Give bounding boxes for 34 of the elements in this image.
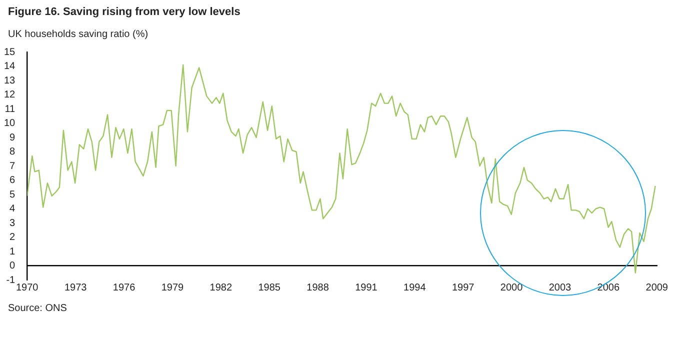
y-tick-label: 0: [10, 260, 16, 272]
source-note: Source: ONS: [8, 303, 67, 314]
y-tick-label: 14: [4, 61, 16, 72]
y-tick-label: 2: [10, 232, 16, 243]
x-tick-label: 1985: [258, 282, 281, 294]
x-tick-label: 1994: [404, 282, 426, 294]
y-tick-label: 3: [10, 218, 16, 229]
x-tick-label: 2000: [500, 282, 524, 294]
x-tick-label: 1970: [16, 282, 39, 294]
y-tick-label: 12: [4, 90, 16, 100]
y-tick-label: 15: [4, 46, 16, 58]
x-tick-label: 2003: [548, 282, 572, 294]
y-tick-label: -1: [6, 274, 16, 286]
chart-title: Figure 16. Saving rising from very low levels: [8, 6, 240, 18]
x-tick-label: 2009: [646, 282, 668, 294]
y-tick-label: 5: [10, 189, 16, 200]
y-tick-label: 13: [4, 75, 16, 86]
x-tick-label: 1991: [355, 282, 378, 294]
x-tick-label: 1982: [210, 282, 232, 294]
x-tick-label: 1976: [112, 282, 136, 294]
x-tick-label: 1973: [64, 282, 88, 294]
y-tick-label: 8: [10, 146, 16, 158]
y-tick-label: 9: [10, 132, 16, 144]
y-tick-label: 11: [4, 104, 16, 115]
y-tick-label: 1: [10, 246, 16, 258]
x-tick-label: 1997: [452, 282, 475, 294]
x-tick-label: 1979: [161, 282, 184, 294]
y-tick-label: 10: [4, 118, 16, 129]
y-tick-label: 4: [10, 204, 16, 214]
y-tick-label: 6: [10, 175, 16, 186]
x-tick-label: 1988: [306, 282, 330, 294]
y-tick-label: 7: [10, 160, 16, 172]
chart-subtitle: UK households saving ratio (%): [8, 29, 148, 40]
x-tick-label: 2006: [597, 282, 620, 294]
